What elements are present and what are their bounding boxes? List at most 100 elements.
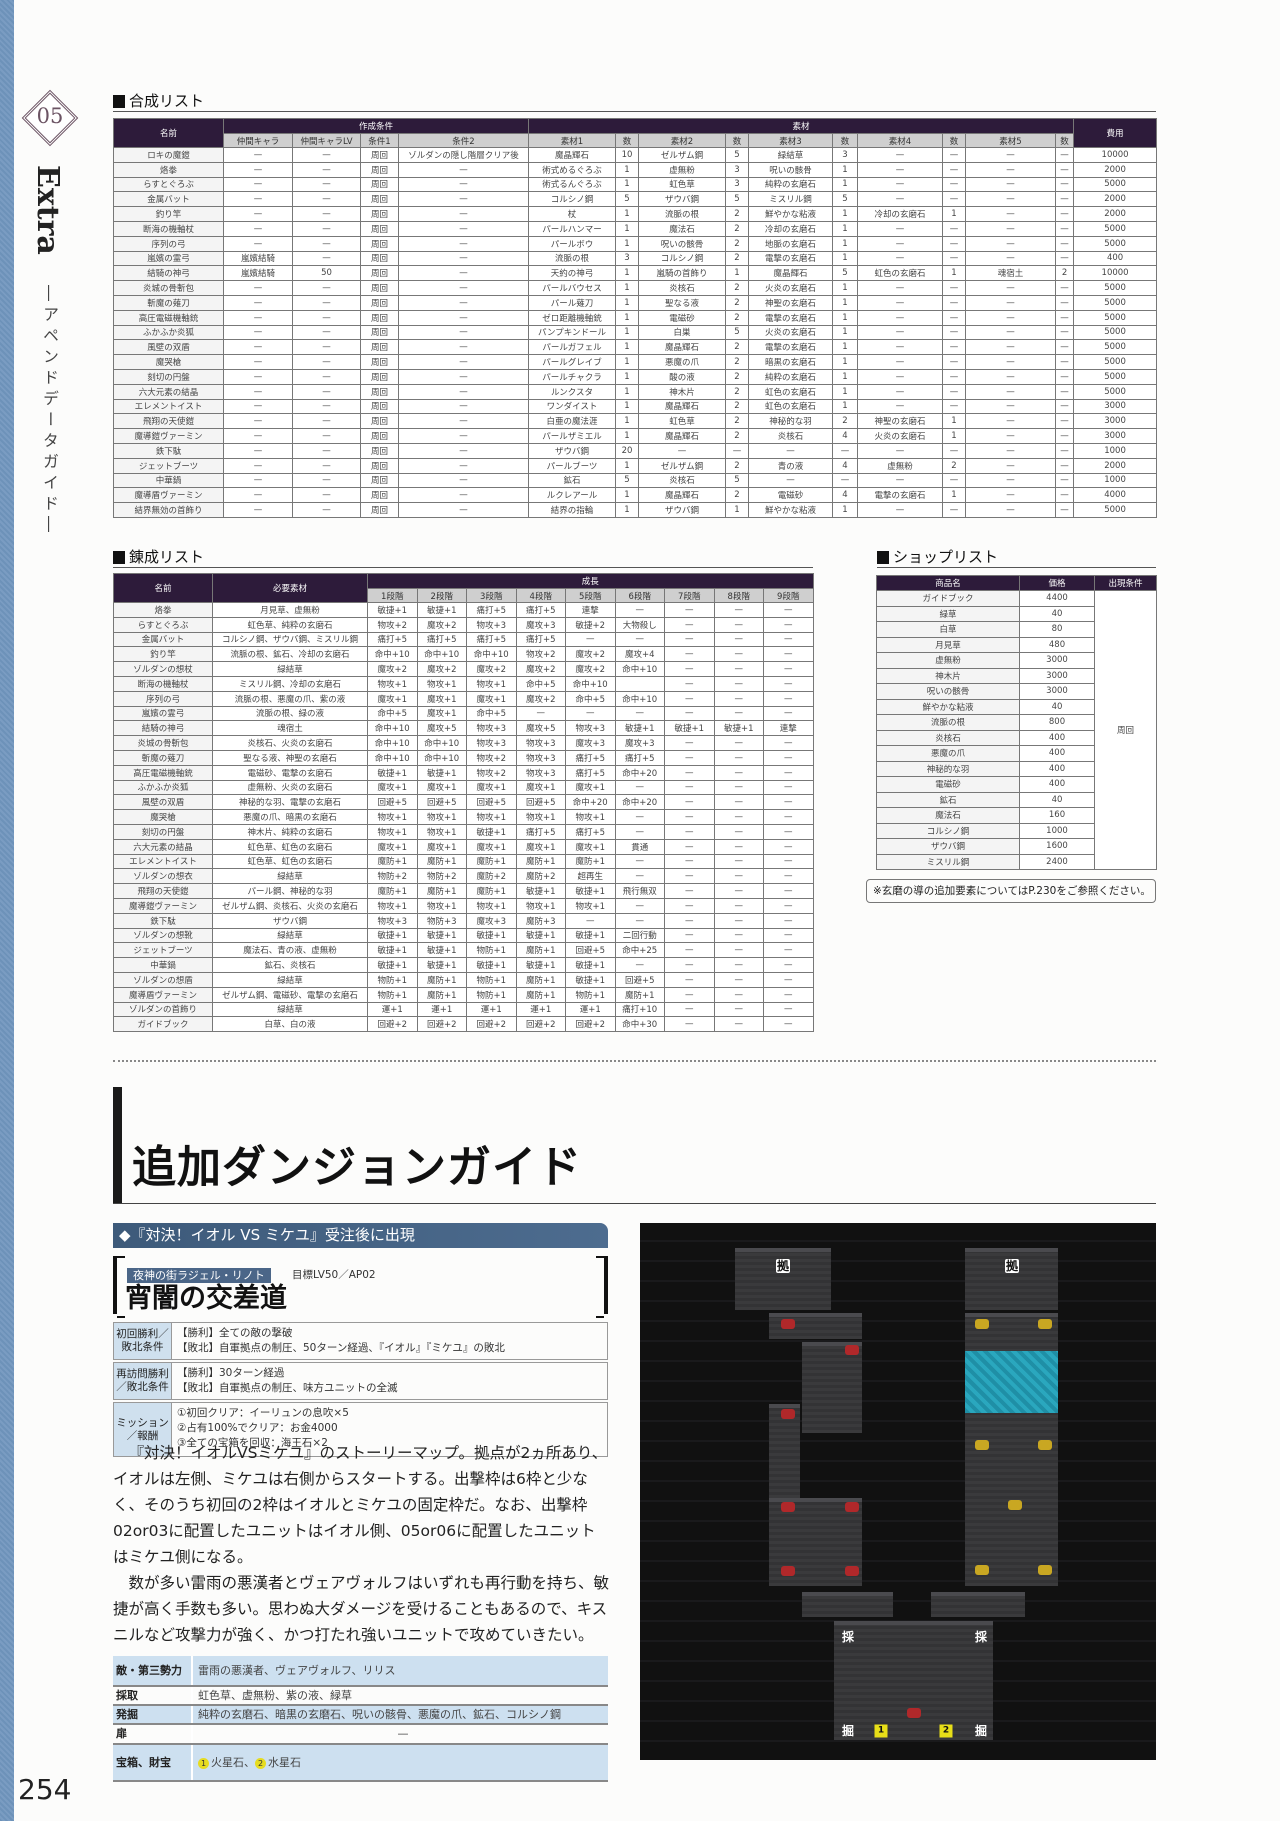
- table-cell: —: [614, 705, 665, 722]
- table-cell: ゾルダンの隠し階層クリア後: [397, 147, 530, 163]
- table-row: 風壁の双盾 神秘的な羽、電撃の玄磨石 回避+5 回避+5 回避+5 回避+5 命中+20 命中…: [113, 794, 814, 811]
- table-cell: —: [965, 176, 1057, 193]
- table-cell: —: [1055, 354, 1075, 370]
- table-cell: 物攻+3: [565, 720, 616, 737]
- table-cell: 1: [615, 294, 640, 311]
- table-cell: —: [857, 398, 944, 415]
- separator: 、: [244, 1755, 255, 1769]
- table-cell: —: [292, 398, 361, 415]
- item-name: 断海の機軸杖: [113, 220, 224, 237]
- subcol-header: 仲間キャラ: [223, 133, 293, 148]
- gather-marker: 採: [974, 1630, 988, 1644]
- price-cell: 40: [1019, 605, 1095, 622]
- table-cell: —: [713, 897, 764, 914]
- table-cell: 聖なる液: [638, 294, 727, 311]
- table-cell: 敏捷+2: [565, 616, 616, 633]
- table-cell: 1: [832, 398, 859, 415]
- table-cell: 2000: [1073, 457, 1158, 474]
- table-cell: —: [763, 823, 814, 840]
- table-cell: 2000: [1073, 191, 1158, 208]
- table-cell: —: [965, 398, 1057, 415]
- table-cell: 緑結草: [212, 868, 368, 885]
- item-name: コルシノ鋼: [876, 822, 1020, 839]
- table-cell: —: [397, 265, 530, 282]
- table-cell: —: [397, 191, 530, 208]
- item-name: 月見草: [876, 636, 1020, 653]
- item-name: 鉄下駄: [113, 912, 213, 929]
- table-cell: 神秘的な羽: [748, 413, 834, 430]
- table-cell: 魔攻+2: [515, 661, 566, 677]
- table-cell: 2: [725, 309, 750, 326]
- table-cell: 1000: [1073, 442, 1158, 459]
- table-cell: 流脈の根: [528, 250, 617, 267]
- table-cell: —: [1055, 309, 1075, 326]
- table-cell: 物攻+1: [466, 675, 517, 692]
- col-price: 価格: [1019, 575, 1095, 591]
- area-tag: 夜神の街ラジェル・リノト: [127, 1268, 271, 1283]
- table-cell: 虹色の玄磨石: [857, 265, 944, 282]
- table-row: 魔哭槍 — — 周回 — パールグレイブ 1 悪魔の爪 2 暗黒の玄磨石 1— — — —5000: [113, 354, 1158, 370]
- table-cell: 周回: [360, 280, 399, 296]
- table-cell: 物攻+1: [565, 809, 616, 825]
- table-cell: ミスリル鋼、冷却の玄磨石: [212, 675, 368, 692]
- item-name: 嵐嬪の霊弓: [113, 705, 213, 722]
- table-cell: 周回: [360, 294, 399, 311]
- table-cell: —: [763, 897, 814, 914]
- table-row: 序列の弓 — — 周回 — パールボウ 1 呪いの骸骨 2 地脈の玄磨石 1— — — —5000: [113, 235, 1158, 252]
- table-cell: 周回: [360, 176, 399, 193]
- table-cell: —: [857, 324, 944, 341]
- table-cell: 悪魔の爪、暗黒の玄磨石: [212, 809, 368, 825]
- table-cell: 命中+5: [466, 705, 517, 722]
- table-cell: —: [942, 161, 967, 178]
- table-cell: —: [965, 472, 1057, 489]
- table-cell: —: [857, 280, 944, 296]
- table-cell: —: [223, 235, 293, 252]
- item-name: 風壁の双盾: [113, 339, 224, 356]
- table-cell: —: [713, 675, 764, 692]
- item-name: 高圧電磁機軸銃: [113, 764, 213, 781]
- table-cell: —: [763, 779, 814, 796]
- table-cell: —: [397, 206, 530, 222]
- table-cell: 魔晶輝石: [638, 487, 727, 504]
- table-cell: 炎核石: [748, 428, 834, 444]
- item-name: 魔法石: [876, 807, 1020, 824]
- table-row: 烙拳 月見草、虚無粉 敏捷+1 敏捷+1 痛打+5 痛打+5 連撃 — — — —: [113, 602, 814, 618]
- table-cell: 命中+10: [367, 735, 418, 751]
- table-cell: 10000: [1073, 147, 1158, 163]
- table-cell: —: [763, 986, 814, 1003]
- table-cell: 敏捷+1: [416, 927, 467, 944]
- price-cell: 480: [1019, 636, 1095, 653]
- table-cell: 2000: [1073, 161, 1158, 178]
- table-cell: —: [614, 912, 665, 929]
- price-cell: 3000: [1019, 683, 1095, 700]
- table-row: 鉄下駄 — — 周回 — ザウバ鋼 20— — — — — — — —1000: [113, 442, 1158, 459]
- shop-note: ※玄磨の導の追加要素についてはP.230をご参照ください。: [866, 879, 1156, 903]
- table-cell: 魔攻+2: [367, 661, 418, 677]
- conditions-table: 初回勝利／敗北条件 【勝利】全ての敵の撃破 【敗北】自軍拠点の制圧、50ターン経過、…: [113, 1322, 608, 1457]
- table-cell: 魔攻+1: [367, 690, 418, 707]
- table-cell: 物防+1: [466, 942, 517, 959]
- table-cell: 運+1: [565, 1001, 616, 1018]
- table-cell: —: [965, 235, 1057, 252]
- table-cell: 5000: [1073, 368, 1158, 385]
- table-row: ゾルダンの想衣 緑結草 物防+2 物防+2 魔防+2 魔防+2 超再生 — — — —: [113, 868, 814, 885]
- table-cell: 魔攻+2: [565, 661, 616, 677]
- table-cell: —: [857, 442, 944, 459]
- chapter-side-strip: [0, 0, 14, 1821]
- table-cell: 流脈の根: [638, 206, 727, 222]
- table-cell: 天約の神弓: [528, 265, 617, 282]
- table-cell: 電撃の玄磨石: [748, 309, 834, 326]
- table-cell: —: [292, 457, 361, 474]
- table-cell: 4: [832, 428, 859, 444]
- table-cell: パールハンマー: [528, 220, 617, 237]
- table-cell: 純粋の玄磨石: [748, 176, 834, 193]
- table-row: 月見草 480: [876, 636, 1157, 653]
- table-row: 高圧電磁機軸銃 電磁砂、電撃の玄磨石 敏捷+1 敏捷+1 物攻+2 物攻+3 痛打+5 命中+…: [113, 764, 814, 781]
- table-cell: 痛打+5: [565, 823, 616, 840]
- table-row: ゾルダンの想杖 緑結草 魔攻+2 魔攻+2 魔攻+2 魔攻+2 魔攻+2 命中+10— — —: [113, 661, 814, 677]
- table-cell: —: [713, 823, 764, 840]
- table-cell: 魔防+1: [466, 853, 517, 870]
- condition-text: ①初回クリア：イーリュンの息吹×5 ②占有100%でクリア：お金4000 ③全ての宝…: [172, 1403, 354, 1456]
- table-cell: 敏捷+1: [416, 957, 467, 973]
- table-cell: 回避+5: [367, 794, 418, 811]
